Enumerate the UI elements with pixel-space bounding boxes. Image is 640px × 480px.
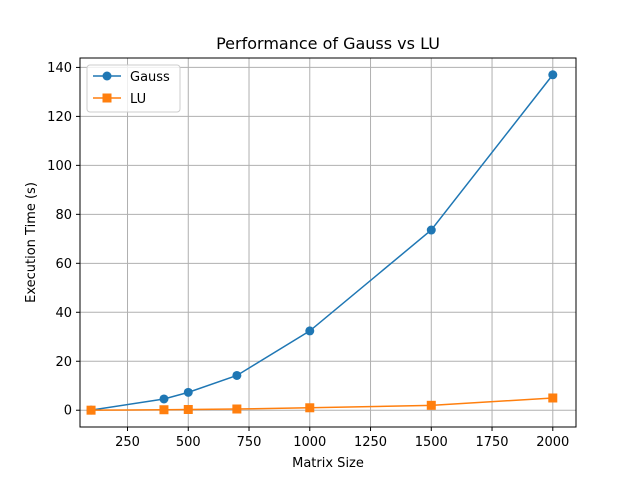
gauss-point bbox=[232, 370, 242, 380]
y-tick-label: 40 bbox=[55, 306, 72, 321]
gauss-point bbox=[183, 387, 193, 397]
y-tick-label: 140 bbox=[47, 61, 72, 76]
lu-point bbox=[305, 403, 315, 413]
chart-title: Performance of Gauss vs LU bbox=[216, 34, 440, 53]
series-layer bbox=[86, 70, 558, 415]
legend-gauss-marker bbox=[102, 71, 112, 81]
y-tick-label: 20 bbox=[55, 355, 72, 370]
legend-lu-label: LU bbox=[130, 92, 146, 107]
plot-frame bbox=[79, 57, 577, 428]
ticks: 250 500 750 1000 1250 1500 1750 2000 0 20 40 60 80 10… bbox=[47, 61, 569, 450]
x-tick-label: 1500 bbox=[415, 435, 448, 450]
lu-point bbox=[232, 404, 242, 414]
gauss-line bbox=[90, 74, 554, 411]
y-tick-label: 120 bbox=[47, 110, 72, 125]
legend-gauss-label: Gauss bbox=[130, 70, 170, 85]
x-tick-label: 1000 bbox=[293, 435, 326, 450]
lu-point bbox=[548, 393, 558, 403]
lu-point bbox=[86, 405, 96, 415]
y-tick-label: 80 bbox=[55, 208, 72, 223]
x-tick-label: 1250 bbox=[354, 435, 387, 450]
y-axis-label: Execution Time (s) bbox=[24, 182, 39, 303]
legend: Gauss LU bbox=[86, 64, 181, 113]
gauss-point bbox=[159, 394, 169, 404]
x-tick-label: 750 bbox=[237, 435, 262, 450]
legend-lu-marker bbox=[102, 93, 112, 103]
x-tick-label: 250 bbox=[115, 435, 140, 450]
x-tick-label: 1750 bbox=[475, 435, 508, 450]
gauss-point bbox=[426, 225, 436, 235]
lu-point bbox=[159, 405, 169, 415]
x-tick-label: 2000 bbox=[536, 435, 569, 450]
lu-point bbox=[183, 404, 193, 414]
x-tick-label: 500 bbox=[176, 435, 201, 450]
x-axis-label: Matrix Size bbox=[292, 456, 364, 471]
grid bbox=[80, 58, 576, 427]
gauss-point bbox=[305, 326, 315, 336]
lu-point bbox=[426, 400, 436, 410]
y-tick-label: 0 bbox=[64, 404, 72, 419]
y-tick-label: 100 bbox=[47, 159, 72, 174]
y-tick-label: 60 bbox=[55, 257, 72, 272]
gauss-point bbox=[548, 70, 558, 80]
